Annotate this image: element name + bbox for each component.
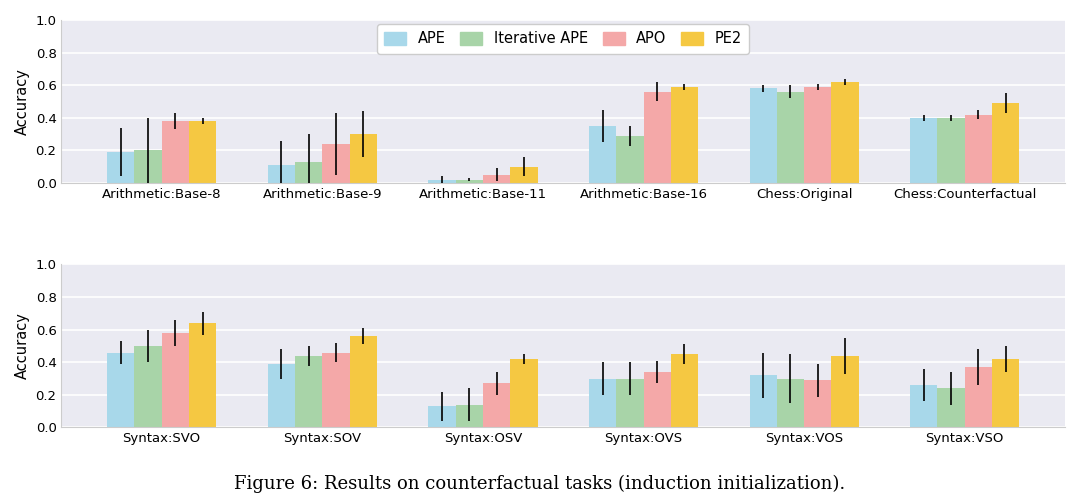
Bar — [671, 87, 698, 183]
Bar — [162, 333, 189, 428]
Bar — [777, 92, 805, 183]
Bar — [671, 354, 698, 428]
Bar — [322, 144, 350, 183]
Bar — [483, 384, 510, 428]
Text: Figure 6: Results on counterfactual tasks (induction initialization).: Figure 6: Results on counterfactual task… — [234, 474, 846, 493]
Bar — [589, 126, 617, 183]
Bar — [134, 150, 162, 183]
Bar — [456, 180, 483, 183]
Bar — [134, 346, 162, 428]
Bar — [644, 372, 671, 428]
Bar — [750, 375, 777, 428]
Bar — [832, 356, 859, 428]
Bar — [268, 364, 295, 428]
Bar — [910, 118, 937, 183]
Bar — [964, 114, 993, 183]
Bar — [107, 352, 134, 428]
Bar — [993, 103, 1020, 183]
Bar — [189, 323, 216, 428]
Bar — [295, 356, 322, 428]
Bar — [189, 121, 216, 183]
Bar — [295, 162, 322, 183]
Bar — [107, 152, 134, 183]
Bar — [910, 385, 937, 428]
Bar — [964, 367, 993, 428]
Bar — [937, 118, 964, 183]
Bar — [805, 380, 832, 428]
Bar — [510, 167, 538, 183]
Bar — [589, 379, 617, 428]
Bar — [750, 89, 777, 183]
Bar — [644, 92, 671, 183]
Bar — [456, 405, 483, 428]
Bar — [617, 136, 644, 183]
Y-axis label: Accuracy: Accuracy — [15, 312, 30, 380]
Bar — [162, 121, 189, 183]
Bar — [483, 175, 510, 183]
Bar — [350, 336, 377, 428]
Bar — [993, 359, 1020, 428]
Legend: APE, Iterative APE, APO, PE2: APE, Iterative APE, APO, PE2 — [377, 24, 750, 53]
Bar — [322, 352, 350, 428]
Bar — [510, 359, 538, 428]
Bar — [268, 165, 295, 183]
Bar — [617, 379, 644, 428]
Bar — [429, 180, 456, 183]
Y-axis label: Accuracy: Accuracy — [15, 68, 30, 135]
Bar — [832, 82, 859, 183]
Bar — [937, 389, 964, 428]
Bar — [805, 87, 832, 183]
Bar — [350, 134, 377, 183]
Bar — [429, 406, 456, 428]
Bar — [777, 379, 805, 428]
